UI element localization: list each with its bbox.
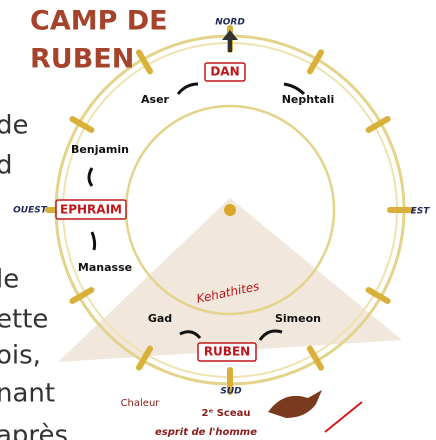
tribe: Gad: [148, 312, 172, 325]
camp-diagram: de d le ette ois, nant après CAMP DE RUB…: [0, 0, 436, 440]
background-text: ois,: [0, 341, 41, 371]
tribe: Simeon: [275, 312, 321, 325]
title-line: CAMP DE: [30, 6, 168, 37]
tribe: Nephtali: [282, 93, 335, 106]
direction: NORD: [215, 18, 245, 28]
direction: SUD: [220, 387, 242, 397]
note: 2ᵉ Sceau: [201, 408, 250, 419]
background-text: de: [0, 111, 29, 141]
tribe-leader: EPHRAIM: [60, 203, 122, 217]
note: Chaleur: [121, 398, 161, 409]
background-text: le: [0, 265, 19, 295]
background-text: nant: [0, 379, 55, 409]
tribe-leader: RUBEN: [204, 345, 250, 359]
tribe-leader: DAN: [210, 65, 239, 79]
background-text: ette: [0, 305, 48, 335]
note: esprit de l'homme: [155, 427, 257, 438]
direction: OUEST: [13, 206, 48, 216]
center-dot: [224, 204, 236, 216]
tribe: Aser: [141, 93, 170, 106]
tribe: Benjamin: [71, 143, 129, 156]
tribe: Manasse: [78, 261, 132, 274]
background-text: après: [0, 421, 68, 440]
horse-rider: [268, 390, 322, 418]
background-text: d: [0, 151, 13, 181]
title-line: RUBEN: [30, 44, 134, 75]
direction: EST: [411, 207, 431, 217]
red-arrow: [325, 402, 362, 432]
